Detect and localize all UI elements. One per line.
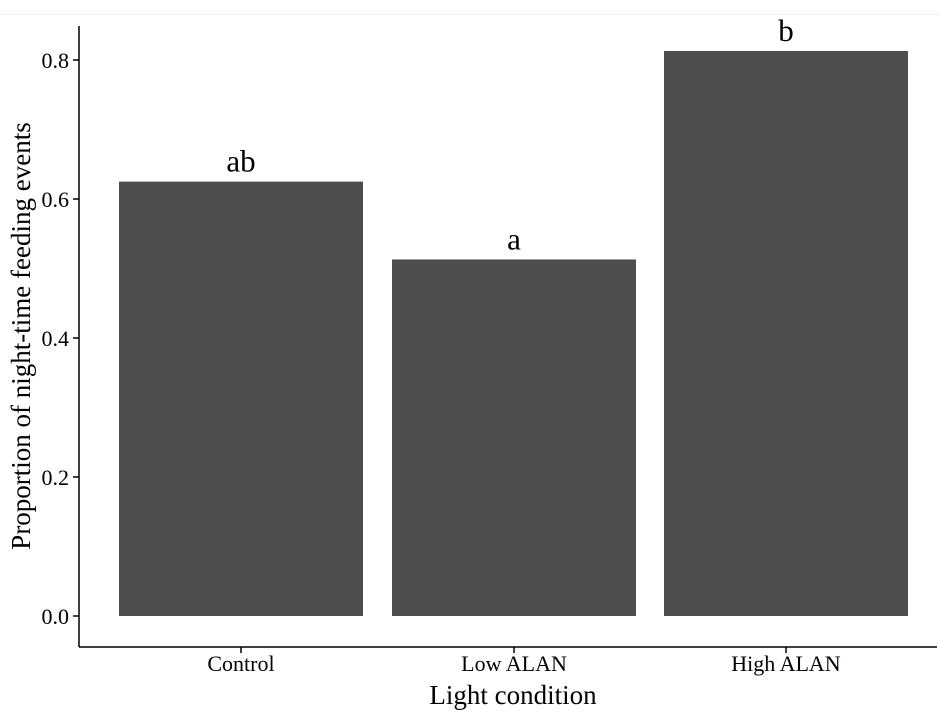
y-ticks-group: 0.0 0.2 0.4 0.6 0.8	[42, 48, 79, 629]
y-tick-label-0-0: 0.0	[42, 604, 70, 629]
y-tick-label-0-2: 0.2	[42, 465, 70, 490]
x-tick-label-high-alan: High ALAN	[731, 651, 841, 676]
x-axis-title: Light condition	[429, 680, 597, 710]
y-axis-title: Proportion of night-time feeding events	[6, 122, 36, 549]
bar-high-alan	[664, 50, 908, 616]
y-tick-label-0-6: 0.6	[42, 187, 70, 212]
x-tick-label-control: Control	[207, 651, 274, 676]
bar-low-alan	[392, 259, 636, 616]
bar-annotation-low-alan: a	[507, 221, 521, 256]
bar-annotation-high-alan: b	[778, 13, 794, 48]
x-ticks-group: Control Low ALAN High ALAN	[207, 647, 841, 676]
y-tick-label-0-8: 0.8	[42, 48, 70, 73]
top-border-line	[0, 14, 939, 15]
x-tick-label-low-alan: Low ALAN	[461, 651, 567, 676]
y-tick-label-0-4: 0.4	[42, 326, 70, 351]
bars-group	[119, 50, 908, 616]
bar-annotation-control: ab	[226, 144, 255, 179]
bar-control	[119, 181, 363, 616]
